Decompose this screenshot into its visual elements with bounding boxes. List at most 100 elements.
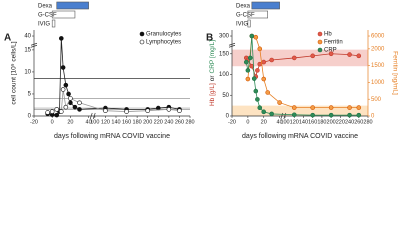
data-point [124,109,129,114]
y-tick-label: 10 [24,70,31,76]
x-tick-label: 40 [277,119,283,125]
data-point [277,100,282,105]
x-tick-label: 200 [143,119,152,125]
data-point [253,88,259,94]
x-tick-label: 40 [86,119,92,125]
x-tick-label: 100 [90,119,99,125]
data-point [63,82,69,88]
series-line [247,35,359,109]
legend-marker [317,47,323,53]
x-tick-label: 220 [154,119,163,125]
legend-marker [317,39,323,45]
data-point [72,104,78,110]
data-point [155,105,161,111]
data-point [291,105,297,110]
data-point [265,90,271,95]
treatment-bar [51,19,56,28]
x-tick-label: 240 [345,119,354,125]
data-point [310,112,315,118]
y2-axis-title: Ferritin [ng/mL] [391,51,398,95]
legend-label: Lymphocytes [146,40,181,46]
data-point [58,109,64,114]
data-point [54,107,60,112]
data-point [255,68,260,73]
y-tick-label: 5 [28,92,32,98]
data-point [103,108,108,114]
y-tick-label: 100 [219,72,230,78]
x-tick-label: 280 [185,119,194,125]
legend-label: Hb [324,32,332,38]
y-axis-title-part: CRP [mg/L] [209,40,216,74]
data-point [68,96,73,101]
treatment-label: IVIG [236,21,248,27]
data-point [49,109,55,114]
y-tick-label: 40 [24,34,31,40]
legend-label: Ferritin [324,40,343,46]
data-point [347,112,352,118]
y2-tick-label: 1000 [371,80,385,86]
panel-label: B [206,33,213,44]
treatment-bar [247,19,251,28]
legend-label: CRP [324,48,337,54]
x-tick-label: 220 [336,119,345,125]
y-tick-label: 0 [28,114,32,120]
data-point [291,112,297,118]
x-tick-label: 0 [51,119,54,125]
x-tick-label: 140 [299,119,308,125]
y-axis-title-part: Hb [g/L] [209,83,216,106]
y-tick-label: 300 [219,34,230,40]
data-point [145,108,151,114]
data-point [243,59,249,65]
data-point [54,112,60,118]
x-tick-label: 140 [111,119,120,125]
y-tick-label: 0 [226,114,230,120]
treatment-label: G-CSF [38,12,57,18]
data-point [257,46,263,52]
y-axis-title-part: or [209,75,216,82]
data-point [257,105,263,111]
x-tick-label: 100 [280,119,289,125]
axis-break [89,112,96,120]
y-tick-label: 15 [24,47,31,53]
x-tick-label: -20 [30,119,38,125]
y2-tick-label: 500 [371,97,382,103]
data-point [269,111,274,117]
legend-marker [139,31,145,37]
data-point [255,97,260,102]
data-point [166,107,172,112]
data-point [77,100,82,106]
data-point [356,105,362,110]
panel-label: A [4,33,11,44]
x-tick-label: 240 [164,119,173,125]
data-point [328,112,334,118]
data-point [251,76,257,81]
data-point [261,59,267,65]
x-tick-label: 280 [363,119,372,125]
y-tick-label: 50 [222,93,229,99]
y-tick-label: 150 [219,51,230,57]
axis-break [30,42,38,48]
data-point [328,105,334,110]
y-axis-title: Hb [g/L]orCRP [mg/L] [209,40,216,106]
data-point [291,55,297,61]
x-axis-title: days following mRNA COVID vaccine [242,133,358,140]
data-point [66,91,71,97]
treatment-bar [51,10,76,19]
x-tick-label: 260 [175,119,184,125]
data-point [253,34,259,40]
axis-break [228,42,236,48]
data-point [58,36,64,41]
x-tick-label: 200 [327,119,336,125]
y2-tick-label: 1500 [371,63,385,69]
legend-label: Granulocytes [146,32,181,38]
x-axis-title: days following mRNA COVID vaccine [54,133,170,140]
data-point [45,110,50,115]
treatment-label: Dexa [38,3,53,9]
data-point [328,51,334,57]
treatment-label: IVIG [38,21,50,27]
data-point [257,61,263,67]
data-point [249,33,255,39]
data-point [261,76,267,82]
x-tick-label: 0 [246,119,249,125]
